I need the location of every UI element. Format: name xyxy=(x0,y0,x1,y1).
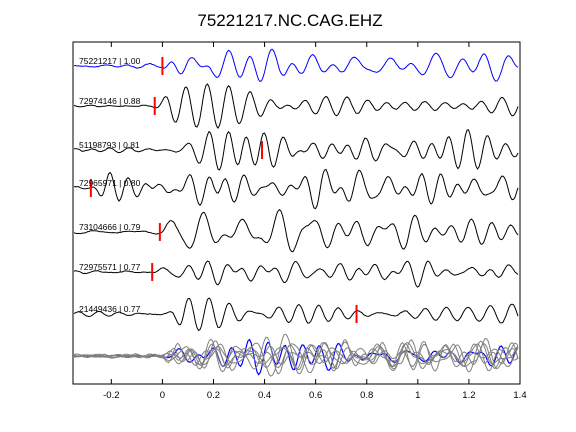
pick-markers xyxy=(89,57,358,323)
overlay-trace-4 xyxy=(73,338,519,374)
trace-line-0 xyxy=(73,48,519,82)
plot-frame xyxy=(72,41,521,385)
x-tick-label-5: 0.8 xyxy=(360,390,373,401)
trace-line-1 xyxy=(73,83,519,130)
overlay-trace-6 xyxy=(73,340,519,372)
x-tick-label-1: 0 xyxy=(160,390,165,401)
stacked-overlay xyxy=(73,333,519,377)
trace-label-6: 21449436 | 0.77 xyxy=(79,304,141,314)
trace-line-2 xyxy=(73,129,519,171)
x-tick-label-0: -0.2 xyxy=(103,390,119,401)
x-tick-label-6: 1 xyxy=(415,390,420,401)
trace-label-3: 72965971 | 0.80 xyxy=(79,178,141,188)
traces-layer xyxy=(73,48,519,332)
trace-line-5 xyxy=(73,260,519,288)
chart-title: 75221217.NC.CAG.EHZ xyxy=(197,11,382,30)
x-tick-label-4: 0.6 xyxy=(309,390,322,401)
trace-line-3 xyxy=(73,168,519,210)
trace-labels: 75221217 | 1.00 72974146 | 0.88 51198793 |… xyxy=(79,56,141,314)
trace-label-2: 51198793 | 0.81 xyxy=(79,140,140,150)
x-tick-label-8: 1.4 xyxy=(513,390,526,401)
trace-label-5: 72975571 | 0.77 xyxy=(79,262,141,272)
x-tick-label-2: 0.2 xyxy=(207,390,220,401)
trace-label-4: 73104666 | 0.79 xyxy=(79,222,141,232)
trace-label-0: 75221217 | 1.00 xyxy=(79,56,141,66)
x-axis: -0.2 0 0.2 0.4 0.6 0.8 1 1.2 1.4 xyxy=(103,42,527,401)
x-tick-label-7: 1.2 xyxy=(462,390,475,401)
x-tick-label-3: 0.4 xyxy=(258,390,271,401)
trace-line-6 xyxy=(73,297,519,332)
trace-label-1: 72974146 | 0.88 xyxy=(79,96,141,106)
overlay-trace-5 xyxy=(73,336,519,375)
trace-line-4 xyxy=(73,209,519,253)
